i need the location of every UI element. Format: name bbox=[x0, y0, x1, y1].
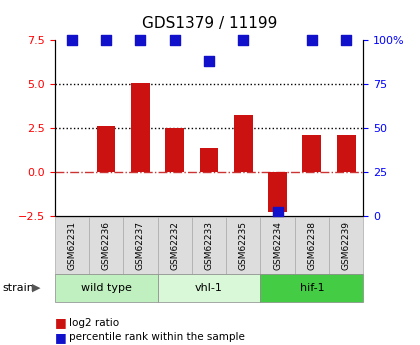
Bar bbox=[268, 171, 287, 212]
Bar bbox=[131, 83, 150, 171]
Bar bbox=[165, 128, 184, 171]
Point bbox=[343, 37, 349, 42]
Point bbox=[274, 209, 281, 215]
Text: log2 ratio: log2 ratio bbox=[69, 318, 119, 327]
Bar bbox=[200, 148, 218, 171]
Text: GSM62235: GSM62235 bbox=[239, 221, 248, 270]
Bar bbox=[97, 126, 116, 171]
Text: GSM62234: GSM62234 bbox=[273, 221, 282, 270]
Text: ▶: ▶ bbox=[32, 283, 40, 293]
Text: ■: ■ bbox=[55, 316, 66, 329]
Text: GSM62231: GSM62231 bbox=[67, 221, 76, 270]
Point bbox=[206, 58, 212, 63]
Point bbox=[102, 37, 109, 42]
Point bbox=[171, 37, 178, 42]
Text: GSM62232: GSM62232 bbox=[170, 221, 179, 270]
Text: GSM62239: GSM62239 bbox=[341, 221, 351, 270]
Bar bbox=[234, 115, 253, 171]
Text: ■: ■ bbox=[55, 331, 66, 344]
Text: GSM62237: GSM62237 bbox=[136, 221, 145, 270]
Text: GSM62238: GSM62238 bbox=[307, 221, 316, 270]
Point bbox=[68, 37, 75, 42]
Point bbox=[240, 37, 247, 42]
Bar bbox=[302, 135, 321, 171]
Text: vhl-1: vhl-1 bbox=[195, 283, 223, 293]
Text: hif-1: hif-1 bbox=[299, 283, 324, 293]
Bar bbox=[337, 135, 356, 171]
Text: strain: strain bbox=[2, 283, 34, 293]
Text: percentile rank within the sample: percentile rank within the sample bbox=[69, 332, 245, 342]
Point bbox=[308, 37, 315, 42]
Text: GSM62236: GSM62236 bbox=[102, 221, 110, 270]
Text: wild type: wild type bbox=[81, 283, 131, 293]
Text: GSM62233: GSM62233 bbox=[205, 221, 213, 270]
Point bbox=[137, 37, 144, 42]
Text: GDS1379 / 11199: GDS1379 / 11199 bbox=[142, 16, 278, 30]
